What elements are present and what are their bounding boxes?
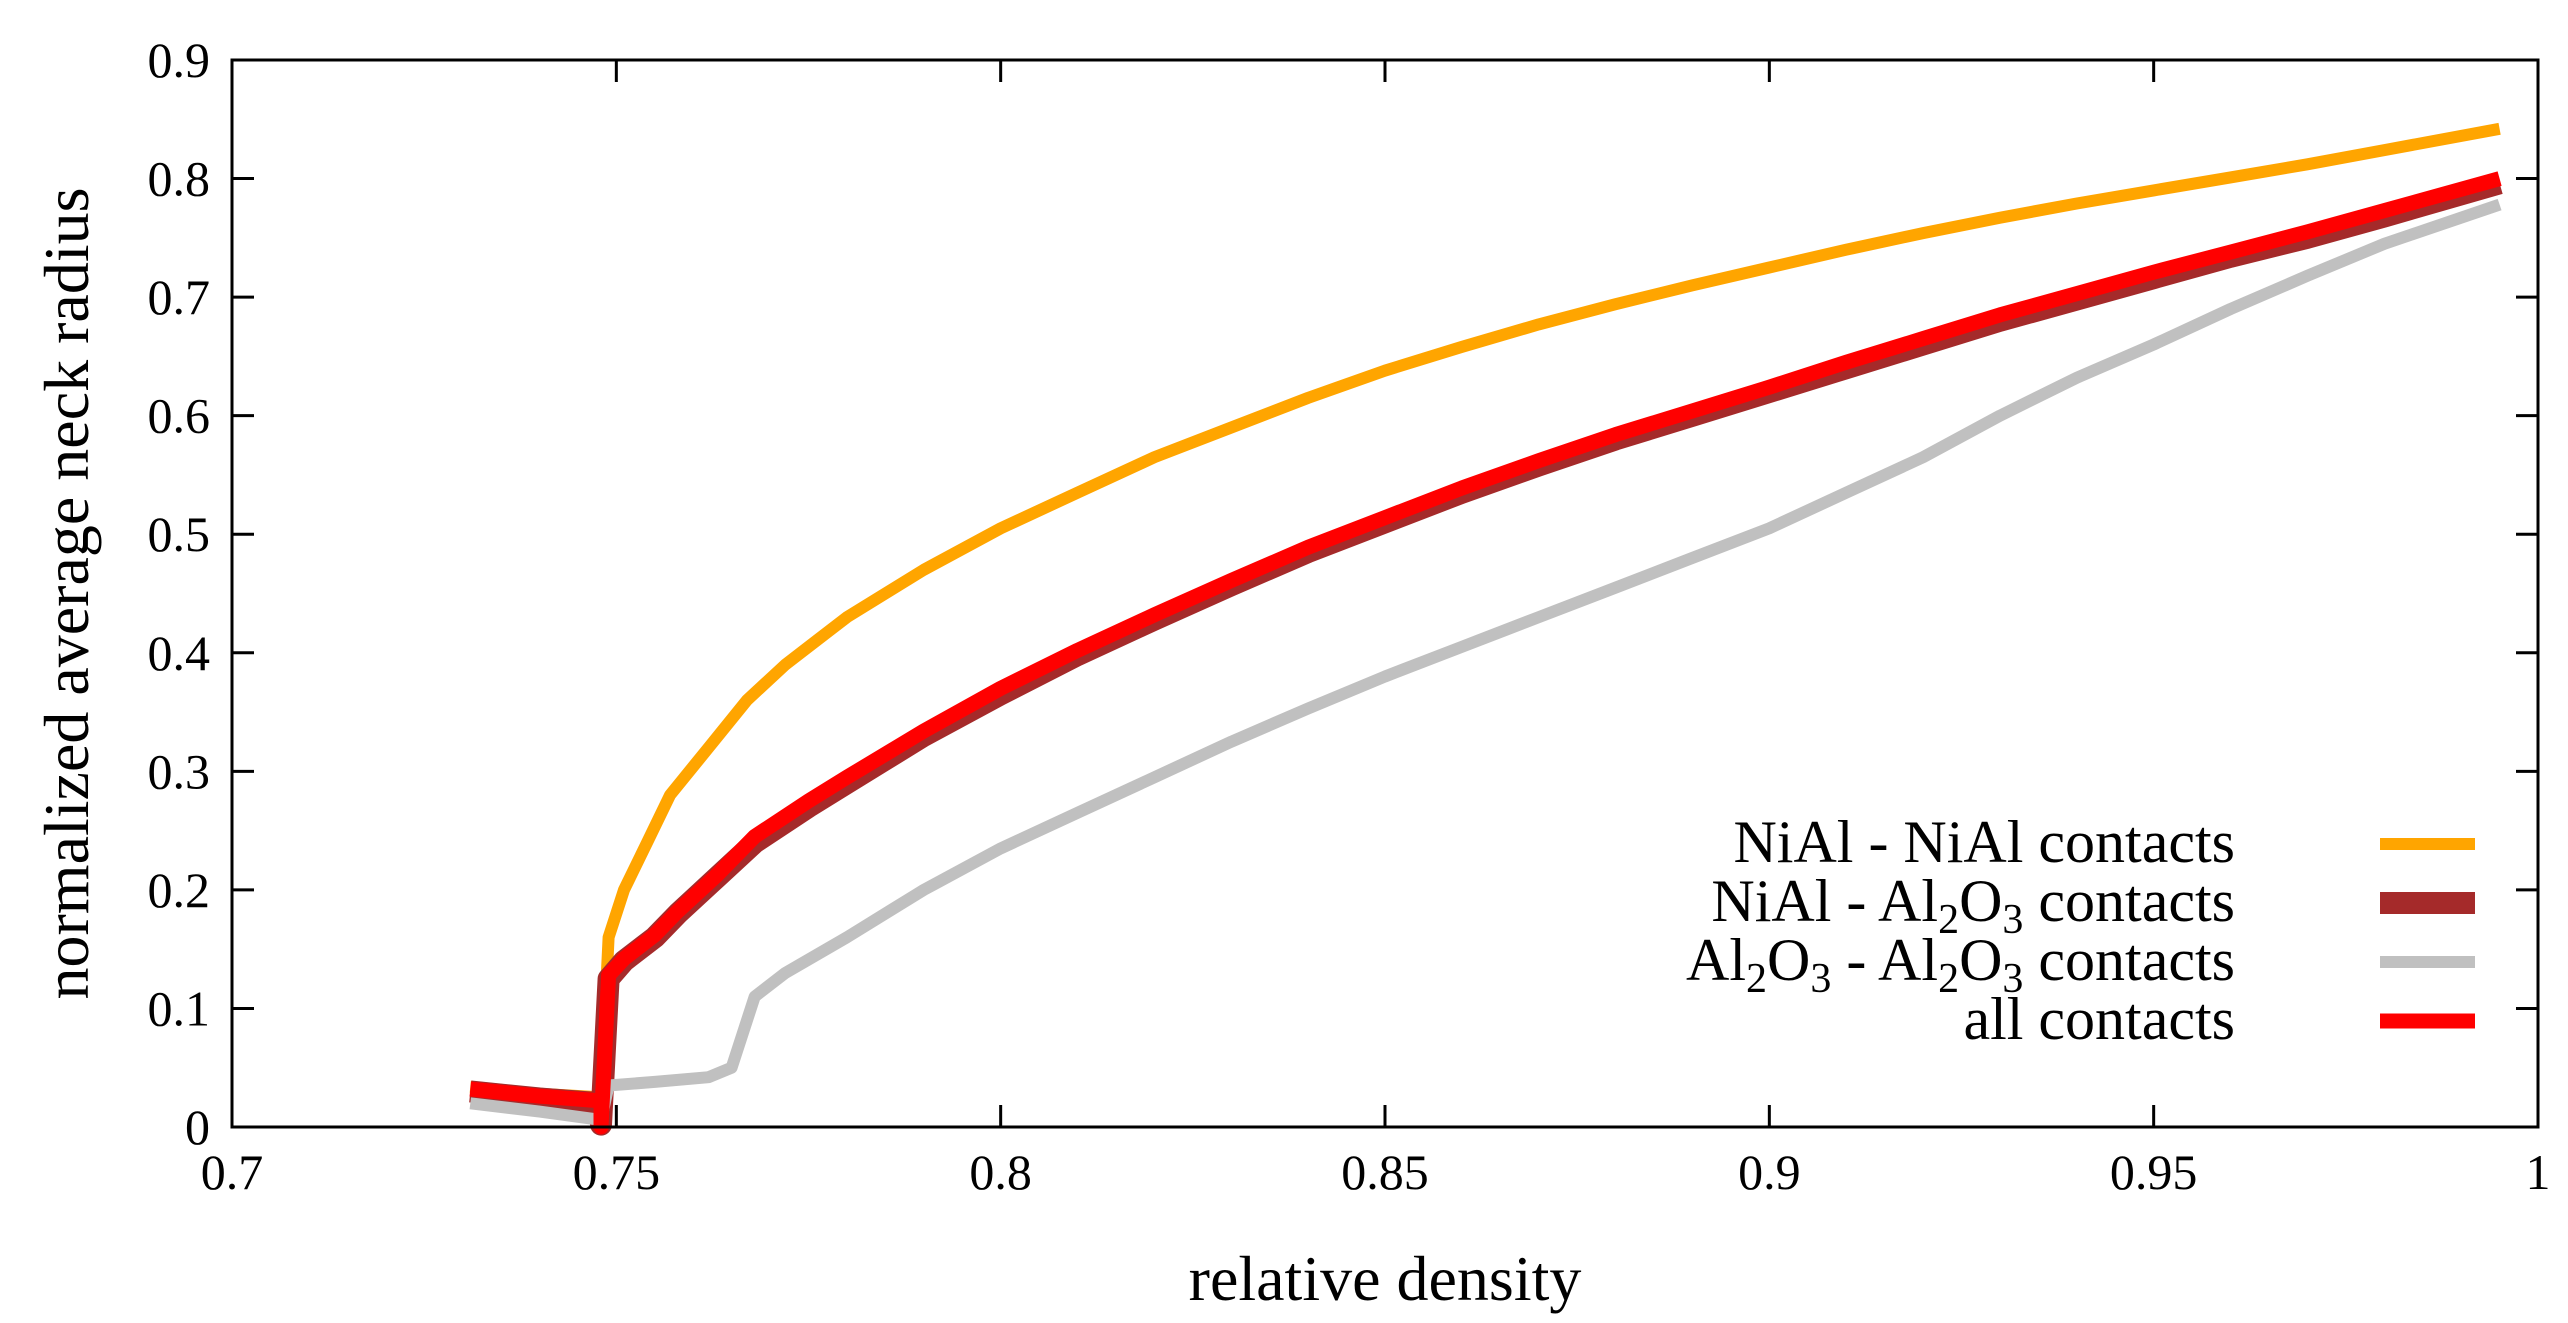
- legend-text: O: [1959, 927, 2002, 993]
- y-tick-label: 0.2: [148, 862, 211, 918]
- series-line-1: [469, 122, 2501, 1104]
- legend-subscript: 2: [1938, 897, 1959, 943]
- legend-subscript: 2: [1746, 956, 1767, 1002]
- y-tick-label: 0.9: [148, 32, 211, 88]
- y-tick-label: 0.7: [148, 269, 211, 325]
- x-tick-label: 0.85: [1341, 1144, 1429, 1200]
- y-tick-label: 0.8: [148, 151, 211, 207]
- series-line-3: [469, 198, 2502, 1126]
- y-tick-label: 0: [185, 1099, 210, 1155]
- legend-text: all contacts: [1963, 986, 2235, 1052]
- legend-text: NiAl - Al: [1711, 868, 1938, 934]
- series-line-4: [469, 171, 2502, 1135]
- legend-label-2: NiAl - Al2O3 contacts: [1711, 868, 2235, 943]
- y-tick-label: 0.6: [148, 388, 211, 444]
- x-tick-label: 0.95: [2110, 1144, 2198, 1200]
- x-tick-label: 0.75: [573, 1144, 661, 1200]
- legend-text: O: [1767, 927, 1810, 993]
- y-tick-label: 0.1: [148, 980, 211, 1036]
- x-axis-title: relative density: [1189, 1243, 1582, 1314]
- x-tick-label: 0.9: [1738, 1144, 1801, 1200]
- legend-subscript: 2: [1938, 956, 1959, 1002]
- ticks-layer: 0.7 0.75 0.8 0.85 0.9 0.95 1 0 0.1 0.2 0.3 0.4 0.5 0.…: [148, 32, 2551, 1200]
- legend-label-1: NiAl - NiAl contacts: [1733, 809, 2235, 875]
- x-tick-label: 1: [2526, 1144, 2551, 1200]
- y-tick-label: 0.3: [148, 743, 211, 799]
- x-tick-label: 0.7: [201, 1144, 264, 1200]
- legend-text: contacts: [2023, 868, 2235, 934]
- legend-subscript: 3: [2002, 897, 2023, 943]
- y-tick-label: 0.4: [148, 625, 211, 681]
- legend-subscript: 3: [1810, 956, 1831, 1002]
- series-layer: [469, 122, 2503, 1136]
- legend-label-4: all contacts: [1963, 986, 2235, 1052]
- y-tick-label: 0.5: [148, 506, 211, 562]
- legend-text: Al: [1686, 927, 1746, 993]
- legend-text: NiAl - NiAl contacts: [1733, 809, 2235, 875]
- legend-text: - Al: [1831, 927, 1938, 993]
- legend-text: contacts: [2023, 927, 2235, 993]
- legend-subscript: 3: [2002, 956, 2023, 1002]
- y-axis-title: normalized average neck radius: [31, 187, 102, 999]
- legend-text: O: [1959, 868, 2002, 934]
- x-tick-label: 0.8: [969, 1144, 1032, 1200]
- legend-label-3: Al2O3 - Al2O3 contacts: [1686, 927, 2235, 1002]
